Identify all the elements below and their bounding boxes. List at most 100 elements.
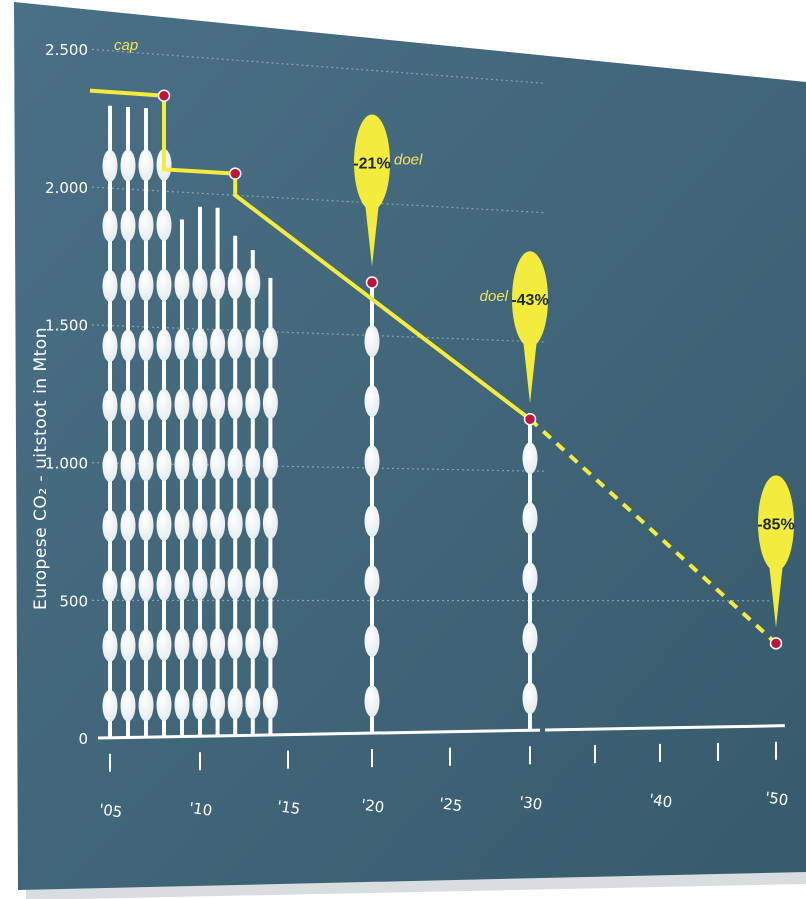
bar-bead xyxy=(364,505,380,538)
bar-bead xyxy=(102,509,118,542)
annotation-pointer xyxy=(523,339,537,404)
bar-bead xyxy=(192,628,208,661)
bar-bead xyxy=(102,329,118,362)
bar-bead xyxy=(227,267,243,300)
annotation-pointer xyxy=(365,202,379,267)
grid-line-2000 xyxy=(91,186,546,214)
bar-bead xyxy=(138,329,154,362)
bar-bead xyxy=(102,269,118,302)
bar-2009 xyxy=(174,219,190,737)
bar-2006 xyxy=(120,106,136,738)
bar-bead xyxy=(120,689,136,722)
bar-bead xyxy=(210,267,226,300)
bar-bead xyxy=(120,269,136,302)
bar-bead xyxy=(174,448,190,481)
bar-bead xyxy=(138,509,154,542)
annotation-value: -21% xyxy=(353,155,390,172)
bar-bead xyxy=(102,209,118,242)
bar-bead xyxy=(120,449,136,482)
bar-bead xyxy=(262,386,278,419)
bars-group xyxy=(102,105,538,738)
bar-bead xyxy=(245,507,261,540)
annotations-group: -21% doel -43%doel -85% xyxy=(353,114,795,628)
bar-2011 xyxy=(210,207,226,736)
bar-bead xyxy=(522,502,538,535)
x-tick-label: '30 xyxy=(518,793,543,814)
bar-bead xyxy=(262,686,278,719)
bar-bead xyxy=(227,567,243,600)
bar-bead xyxy=(210,627,226,660)
bar-bead xyxy=(245,567,261,600)
bar-bead xyxy=(192,268,208,301)
x-tick-label: '20 xyxy=(360,796,385,817)
data-marker xyxy=(523,412,537,426)
bar-bead xyxy=(262,446,278,479)
bar-bead xyxy=(210,327,226,360)
bar-bead xyxy=(227,687,243,720)
cap-projection-line xyxy=(528,417,778,645)
bar-bead xyxy=(102,449,118,482)
data-marker xyxy=(228,167,242,180)
data-marker xyxy=(157,89,171,102)
bar-bead xyxy=(138,689,154,722)
bar-bead xyxy=(210,567,226,600)
bar-bead xyxy=(174,388,190,421)
bar-bead xyxy=(245,327,261,360)
x-tick-label: '40 xyxy=(648,790,673,811)
y-axis-ticks: 0 500 1.000 1.500 2.000 2.500 xyxy=(45,41,88,748)
annotation-value: -43% xyxy=(511,292,548,309)
annotation-2030: -43%doel xyxy=(480,251,549,404)
bar-bead xyxy=(227,627,243,660)
bar-bead xyxy=(262,626,278,659)
x-axis-line-left xyxy=(97,728,541,740)
x-tick-label: '50 xyxy=(764,788,789,809)
bar-bead xyxy=(102,569,118,602)
y-tick-label: 500 xyxy=(59,592,88,610)
markers-group xyxy=(157,89,783,650)
x-axis xyxy=(97,724,786,740)
bar-bead xyxy=(262,326,278,359)
bar-bead xyxy=(227,327,243,360)
x-tick-label: '25 xyxy=(438,794,463,815)
bar-bead xyxy=(245,387,261,420)
bar-2020 xyxy=(364,282,380,734)
bar-bead xyxy=(210,387,226,420)
bar-bead xyxy=(192,328,208,361)
y-tick-label: 1.000 xyxy=(45,455,88,473)
bar-bead xyxy=(174,688,190,721)
bar-bead xyxy=(364,565,380,598)
bar-2014 xyxy=(262,277,278,735)
bar-bead xyxy=(156,328,172,361)
bar-bead xyxy=(364,445,380,478)
bar-bead xyxy=(192,388,208,421)
data-marker xyxy=(769,637,783,650)
bar-bead xyxy=(245,687,261,720)
annotation-side-label: doel xyxy=(394,151,423,168)
bar-bead xyxy=(102,149,118,182)
annotation-balloon xyxy=(758,475,794,572)
bar-bead xyxy=(138,389,154,422)
data-marker xyxy=(365,276,379,289)
bar-2030 xyxy=(522,419,538,731)
cap-label: cap xyxy=(114,37,138,54)
cap-line-group xyxy=(89,88,778,645)
bar-2013 xyxy=(245,250,261,736)
bar-bead xyxy=(245,267,261,300)
bar-bead xyxy=(102,389,118,422)
bar-bead xyxy=(174,508,190,541)
annotation-value: -85% xyxy=(757,516,794,533)
bar-bead xyxy=(120,209,136,242)
bar-bead xyxy=(120,629,136,662)
cap-line xyxy=(89,88,532,421)
bar-bead xyxy=(138,569,154,602)
bar-bead xyxy=(522,442,538,475)
bar-2012 xyxy=(227,235,243,736)
x-axis-line-right xyxy=(544,724,786,732)
y-tick-label: 0 xyxy=(78,730,88,748)
bar-bead xyxy=(102,629,118,662)
x-tick-label: '05 xyxy=(98,800,123,821)
bar-2007 xyxy=(138,108,154,738)
bar-bead xyxy=(227,387,243,420)
